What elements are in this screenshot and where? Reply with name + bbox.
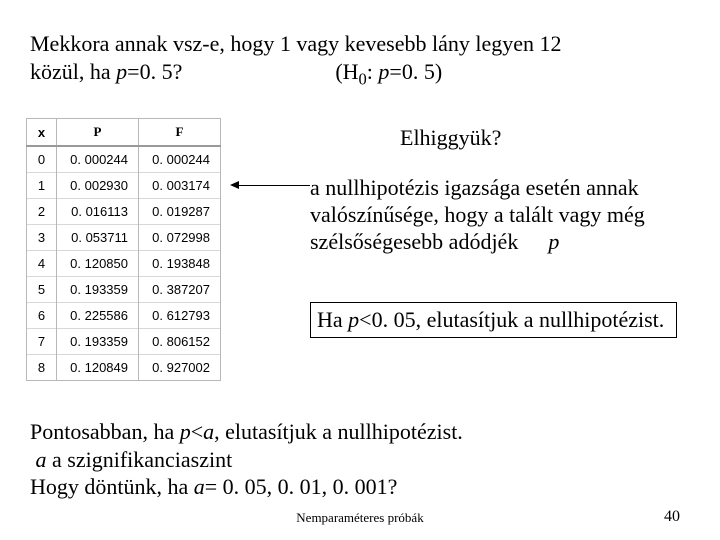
- reject-ha: Ha: [317, 307, 348, 332]
- bottom3b: = 0. 05, 0. 01, 0. 001?: [205, 474, 398, 499]
- table-cell: 0. 193848: [139, 251, 221, 277]
- table-header-row: x P F: [27, 119, 221, 147]
- table-cell: 0. 120849: [57, 355, 139, 381]
- table-cell: 0. 016113: [57, 199, 139, 225]
- table-cell: 0. 193359: [57, 329, 139, 355]
- table-row: 80. 1208490. 927002: [27, 355, 221, 381]
- table-cell: 6: [27, 303, 57, 329]
- lt-symbol-2: <: [191, 419, 203, 444]
- col-P: P: [57, 119, 139, 147]
- bottom1a: Pontosabban, ha: [30, 419, 180, 444]
- table-row: 40. 1208500. 193848: [27, 251, 221, 277]
- reject-tail: 0. 05, elutasítjuk a nullhipotézist.: [372, 307, 665, 332]
- table-row: 30. 0537110. 072998: [27, 225, 221, 251]
- h0-close: =0. 5): [389, 59, 442, 84]
- table-cell: 0. 927002: [139, 355, 221, 381]
- alpha-2: a: [36, 447, 47, 472]
- table-body: 00. 0002440. 00024410. 0029300. 00317420…: [27, 146, 221, 381]
- table: x P F 00. 0002440. 00024410. 0029300. 00…: [26, 118, 221, 381]
- footer-title: Nemparaméteres próbák: [0, 510, 720, 526]
- elhiggyuk-text: Elhiggyük?: [400, 125, 501, 151]
- bottom1b: , elutasítjuk a nullhipotézist.: [214, 419, 463, 444]
- p-var-3: p: [548, 229, 559, 254]
- table-cell: 0. 072998: [139, 225, 221, 251]
- table-row: 00. 0002440. 000244: [27, 146, 221, 173]
- table-row: 70. 1933590. 806152: [27, 329, 221, 355]
- bottom-text: Pontosabban, ha p<a, elutasítjuk a nullh…: [30, 418, 690, 501]
- bottom-p: p: [180, 419, 191, 444]
- table-cell: 0. 193359: [57, 277, 139, 303]
- table-cell: 0. 053711: [57, 225, 139, 251]
- col-F: F: [139, 119, 221, 147]
- question-line2b: =0. 5?: [127, 59, 182, 84]
- reject-box: Ha p<0. 05, elutasítjuk a nullhipotézist…: [310, 302, 677, 338]
- alpha-3: a: [194, 474, 205, 499]
- table-cell: 0. 003174: [139, 173, 221, 199]
- h0-sub: 0: [359, 69, 367, 88]
- probability-table: x P F 00. 0002440. 00024410. 0029300. 00…: [26, 118, 221, 381]
- question-line2a: közül, ha: [30, 59, 116, 84]
- table-cell: 4: [27, 251, 57, 277]
- table-cell: 0. 000244: [57, 146, 139, 173]
- h0-colon: :: [367, 59, 379, 84]
- table-cell: 8: [27, 355, 57, 381]
- table-row: 20. 0161130. 019287: [27, 199, 221, 225]
- arrow-icon: [230, 185, 310, 186]
- alpha-1: a: [203, 419, 214, 444]
- p-var-2: p: [378, 59, 389, 84]
- lt-symbol: <: [359, 307, 371, 332]
- p-var: p: [116, 59, 127, 84]
- slide: Mekkora annak vsz-e, hogy 1 vagy keveseb…: [0, 0, 720, 540]
- table-cell: 2: [27, 199, 57, 225]
- explanation-text: a nullhipotézis igazsága esetén annak va…: [310, 175, 710, 255]
- table-cell: 3: [27, 225, 57, 251]
- table-cell: 1: [27, 173, 57, 199]
- table-cell: 0. 002930: [57, 173, 139, 199]
- explain-body: a nullhipotézis igazsága esetén annak va…: [310, 175, 645, 254]
- question-text: Mekkora annak vsz-e, hogy 1 vagy keveseb…: [30, 30, 690, 90]
- table-cell: 7: [27, 329, 57, 355]
- table-cell: 0. 000244: [139, 146, 221, 173]
- h0-open: (H: [335, 59, 358, 84]
- table-cell: 0. 806152: [139, 329, 221, 355]
- page-number: 40: [664, 508, 680, 526]
- table-cell: 5: [27, 277, 57, 303]
- table-row: 50. 1933590. 387207: [27, 277, 221, 303]
- table-cell: 0. 612793: [139, 303, 221, 329]
- question-line1: Mekkora annak vsz-e, hogy 1 vagy keveseb…: [30, 31, 562, 56]
- table-cell: 0. 387207: [139, 277, 221, 303]
- table-cell: 0. 225586: [57, 303, 139, 329]
- bottom2: a szignifikanciaszint: [47, 447, 233, 472]
- table-cell: 0: [27, 146, 57, 173]
- table-cell: 0. 019287: [139, 199, 221, 225]
- bottom3a: Hogy döntünk, ha: [30, 474, 194, 499]
- table-row: 10. 0029300. 003174: [27, 173, 221, 199]
- reject-p: p: [348, 307, 359, 332]
- col-x: x: [27, 119, 57, 147]
- table-cell: 0. 120850: [57, 251, 139, 277]
- table-row: 60. 2255860. 612793: [27, 303, 221, 329]
